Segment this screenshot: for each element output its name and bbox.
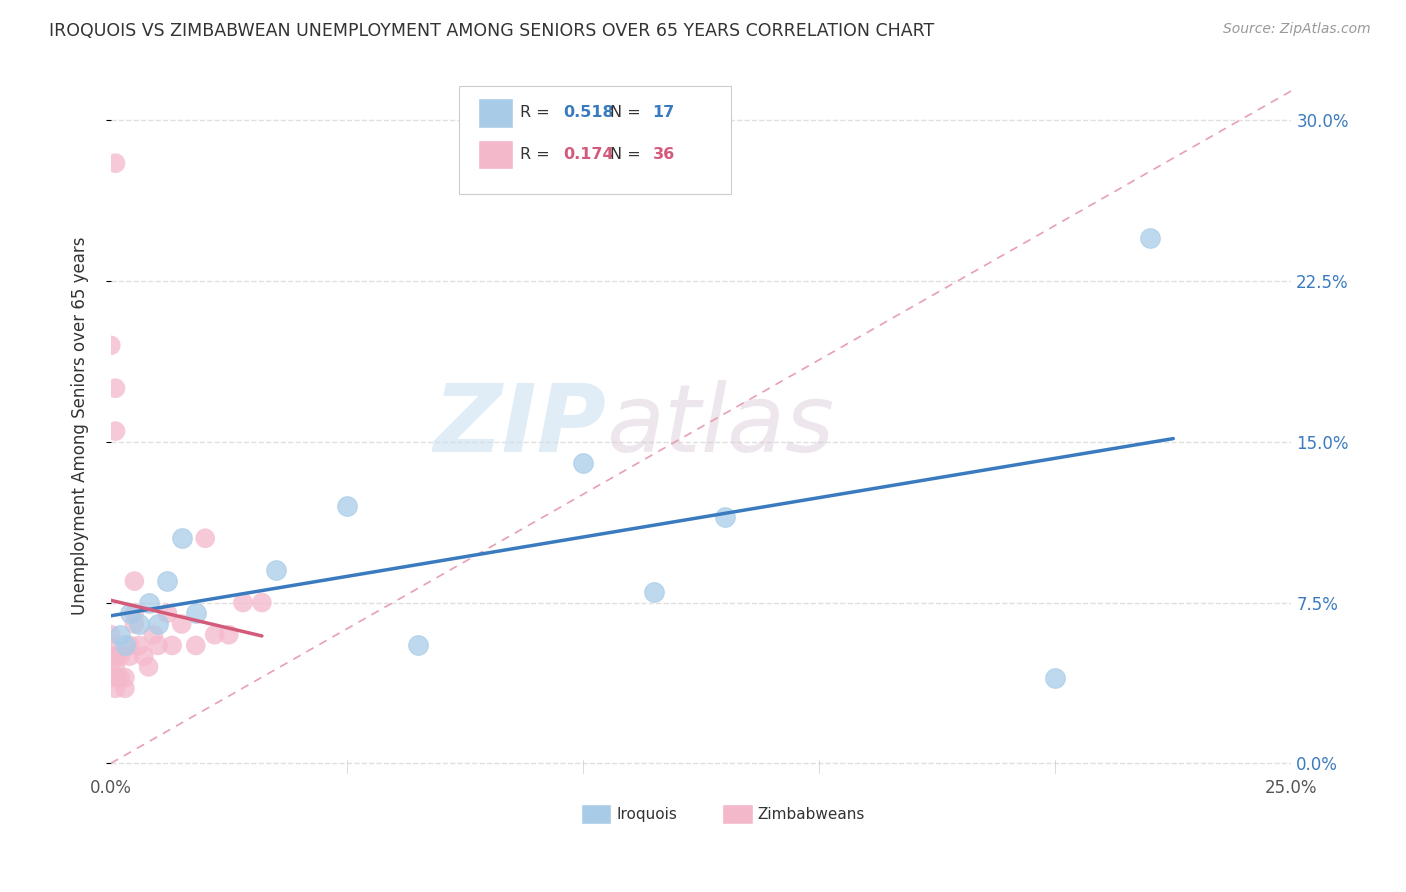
Point (104, 671, 127, 685)
Point (170, 531, 193, 545)
Point (138, 660, 160, 674)
Point (336, 499, 359, 513)
Point (100, 628, 122, 642)
Point (114, 681, 136, 696)
Point (156, 607, 179, 621)
Point (114, 671, 136, 685)
Point (118, 607, 141, 621)
Text: N =: N = (610, 105, 645, 120)
Point (118, 649, 141, 664)
FancyBboxPatch shape (478, 98, 513, 128)
Text: Source: ZipAtlas.com: Source: ZipAtlas.com (1223, 22, 1371, 37)
Point (142, 628, 165, 642)
Point (128, 639, 150, 653)
Point (100, 338, 122, 352)
Point (108, 671, 131, 685)
Y-axis label: Unemployment Among Seniors over 65 years: Unemployment Among Seniors over 65 years (72, 236, 89, 615)
Point (194, 531, 217, 545)
Point (132, 649, 155, 664)
Text: R =: R = (520, 105, 555, 120)
FancyBboxPatch shape (478, 140, 513, 169)
Point (1045, 671, 1067, 685)
Text: 0.518: 0.518 (562, 105, 613, 120)
Point (100, 660, 122, 674)
Point (184, 607, 207, 621)
Point (124, 617, 146, 632)
Point (100, 649, 122, 664)
Point (128, 617, 150, 632)
Point (156, 574, 179, 588)
FancyBboxPatch shape (581, 804, 612, 824)
Point (124, 574, 146, 588)
Point (170, 617, 193, 632)
Point (232, 596, 254, 610)
Text: 0.174: 0.174 (562, 147, 613, 162)
Text: 17: 17 (652, 105, 675, 120)
Text: 36: 36 (652, 147, 675, 162)
Point (100, 639, 122, 653)
Point (160, 639, 183, 653)
Point (118, 639, 141, 653)
Point (643, 585, 665, 599)
Point (138, 596, 160, 610)
Point (406, 639, 429, 653)
Point (1139, 231, 1161, 245)
Text: Iroquois: Iroquois (616, 807, 676, 822)
Text: R =: R = (520, 147, 555, 162)
Point (104, 424, 127, 438)
Point (204, 628, 226, 642)
Point (146, 617, 169, 632)
Point (104, 681, 127, 696)
Point (104, 660, 127, 674)
Text: Zimbabweans: Zimbabweans (758, 807, 865, 822)
Point (114, 639, 136, 653)
Point (146, 639, 169, 653)
Point (218, 628, 240, 642)
Point (108, 649, 131, 664)
Point (104, 381, 127, 395)
FancyBboxPatch shape (723, 804, 754, 824)
Text: N =: N = (610, 147, 645, 162)
FancyBboxPatch shape (458, 86, 731, 194)
Point (184, 639, 207, 653)
Text: atlas: atlas (606, 380, 835, 471)
Point (250, 596, 273, 610)
Point (104, 671, 127, 685)
Point (108, 628, 131, 642)
Point (104, 156, 127, 170)
Text: ZIP: ZIP (433, 380, 606, 472)
Point (264, 563, 287, 577)
Point (104, 649, 127, 664)
Point (713, 509, 735, 524)
Point (124, 607, 146, 621)
Text: IROQUOIS VS ZIMBABWEAN UNEMPLOYMENT AMONG SENIORS OVER 65 YEARS CORRELATION CHAR: IROQUOIS VS ZIMBABWEAN UNEMPLOYMENT AMON… (49, 22, 935, 40)
Point (572, 456, 595, 470)
